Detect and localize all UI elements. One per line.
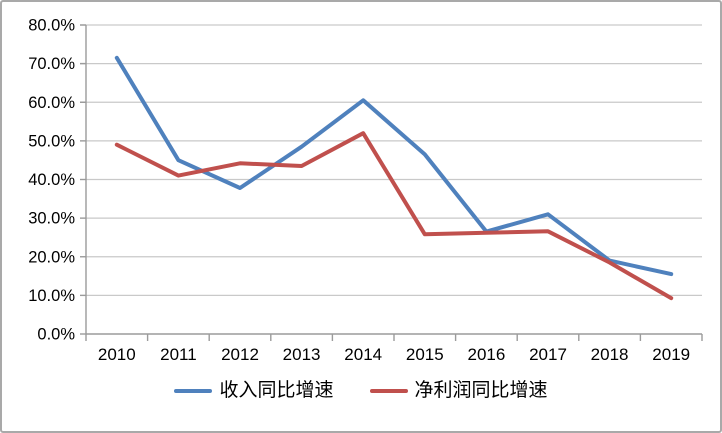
y-axis-tick-label: 80.0%: [28, 17, 75, 35]
x-axis-tick-label: 2017: [529, 345, 567, 364]
x-axis-tick-label: 2018: [591, 345, 629, 364]
series-line-0[interactable]: [114, 55, 674, 277]
y-axis-tick-label: 50.0%: [28, 132, 75, 150]
y-axis-labels: 0.0% 10.0% 20.0% 30.0% 40.0% 50.0% 60.0% 70.0% 8…: [28, 17, 86, 344]
line-chart-plot: 0.0% 10.0% 20.0% 30.0% 40.0% 50.0% 60.0% 70.0% 8…: [28, 17, 703, 364]
y-axis-tick-label: 70.0%: [28, 55, 75, 73]
net-profit-growth-line-swatch: [369, 388, 408, 393]
x-axis-tick-label: 2013: [283, 345, 321, 364]
x-axis-tick-label: 2012: [221, 345, 259, 364]
y-axis-tick-label: 0.0%: [37, 326, 75, 344]
revenue-growth-line-swatch: [174, 388, 213, 393]
legend: 收入同比增速 净利润同比增速: [2, 381, 720, 400]
x-axis-tick-label: 2016: [467, 345, 505, 364]
legend-label-net-profit-growth: 净利润同比增速: [414, 380, 548, 401]
x-axis-tick-label: 2011: [160, 345, 197, 364]
legend-item-net-profit-growth[interactable]: 净利润同比增速: [369, 380, 548, 401]
legend-label-revenue-growth: 收入同比增速: [219, 380, 334, 401]
y-axis-tick-label: 40.0%: [28, 171, 75, 189]
x-axis-tick-label: 2019: [652, 345, 690, 364]
y-axis-tick-label: 20.0%: [28, 248, 75, 266]
x-axis-tick-label: 2014: [344, 345, 382, 364]
x-axis-tick-label: 2010: [98, 345, 136, 364]
y-axis-tick-label: 30.0%: [28, 210, 75, 228]
series-line-1[interactable]: [114, 131, 674, 301]
x-axis-tick-label: 2015: [406, 345, 444, 364]
y-axis-tick-label: 10.0%: [28, 287, 75, 305]
x-axis-labels: 2010 2011 2012 2013 2014 2015 2016 2017 2018 2019: [85, 334, 703, 364]
y-axis-tick-label: 60.0%: [28, 94, 75, 112]
gridlines: [86, 24, 702, 296]
legend-item-revenue-growth[interactable]: 收入同比增速: [174, 380, 334, 401]
